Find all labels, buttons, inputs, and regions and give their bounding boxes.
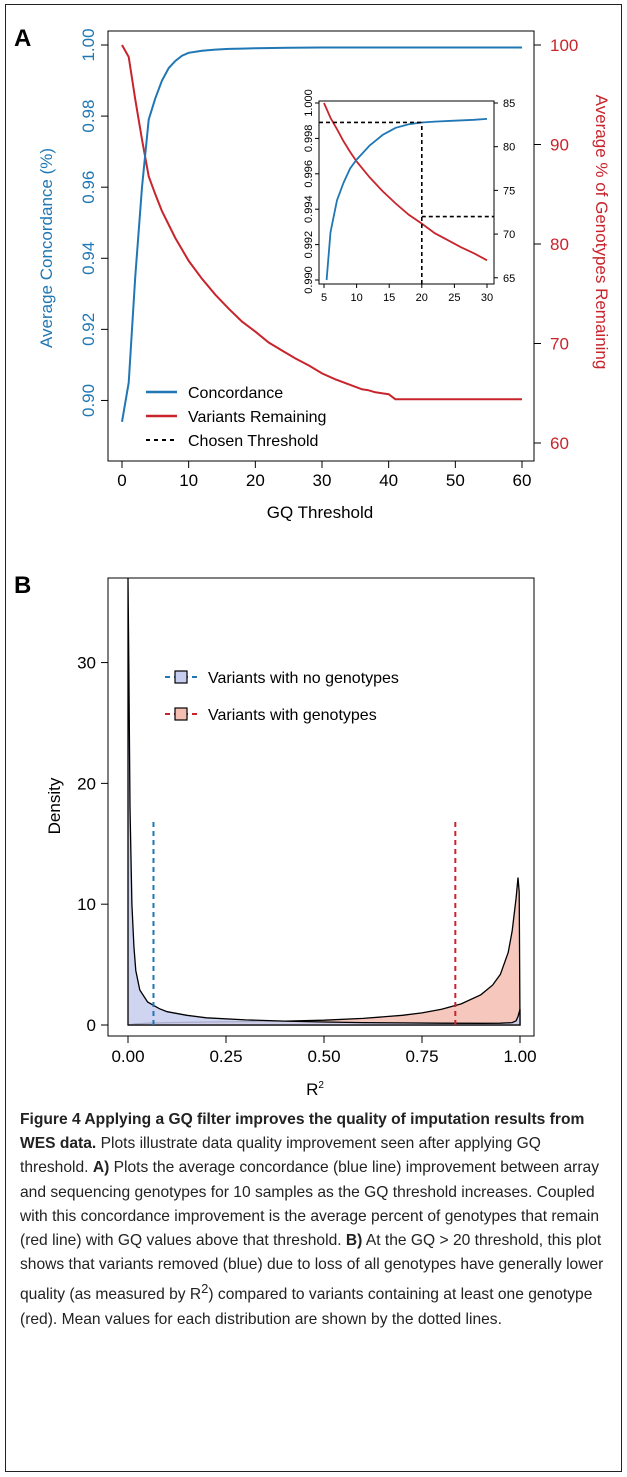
- panel-a-y2-axis-title: Average % of Genotypes Remaining: [592, 95, 611, 370]
- a-inset-y2-tick-label: 70: [503, 229, 515, 241]
- a-inset-x-tick-label: 30: [481, 292, 493, 304]
- b-x-tick-label: 1.00: [503, 1047, 536, 1066]
- figure-caption: Figure 4 Applying a GQ filter improves t…: [20, 1108, 612, 1332]
- a-inset-y-tick-label: 0.992: [303, 231, 315, 259]
- a-inset-x-tick-label: 5: [321, 292, 327, 304]
- panel-b-letter: B: [14, 572, 31, 599]
- panel-a-marks: 0 10 20 30 40 50 60 0.90 0.92 0.94 0.96 0.98 1.00 60 7…: [79, 28, 578, 490]
- panel-b-x-axis-title: R2: [306, 1080, 324, 1099]
- a-inset-x-tick-label: 20: [416, 292, 428, 304]
- a-y-tick-label: 1.00: [79, 28, 98, 61]
- a-concordance-line: [121, 46, 522, 422]
- a-y2-tick-label: 80: [550, 235, 569, 254]
- b-y-tick-label: 20: [77, 774, 96, 793]
- a-y-tick-label: 0.94: [79, 242, 98, 275]
- caption-title: Figure 4 Applying a GQ filter improves t…: [20, 1111, 585, 1153]
- b-y-tick-label: 10: [77, 895, 96, 914]
- a-inset-y2-tick-label: 75: [503, 185, 515, 197]
- a-inset-x-tick-label: 10: [350, 292, 362, 304]
- legend-no-geno-label: Variants with no genotypes: [208, 670, 399, 687]
- a-inset-y-tick-label: 0.990: [303, 266, 315, 294]
- panel-b-y-axis-title: Density: [45, 777, 64, 834]
- legend-with-geno-label: Variants with genotypes: [208, 707, 377, 724]
- b-x-tick-label: 0.75: [405, 1047, 438, 1066]
- panel-a-y-axis-title: Average Concordance (%): [37, 148, 56, 348]
- a-x-tick-label: 60: [513, 471, 532, 490]
- a-inset-x-tick-label: 25: [448, 292, 460, 304]
- a-inset-y2-tick-label: 80: [503, 142, 515, 154]
- a-inset-y2-tick-label: 65: [503, 273, 515, 285]
- caption-sentence: Plots illustrate data quality improvemen…: [20, 1135, 541, 1177]
- a-x-tick-label: 40: [379, 471, 398, 490]
- a-inset-remaining-line: [323, 102, 488, 262]
- b-with-geno-density: [127, 877, 521, 1026]
- b-x-tick-label: 0.25: [209, 1047, 242, 1066]
- figure-frame: [5, 4, 622, 1472]
- a-x-tick-label: 0: [117, 471, 126, 490]
- panel-b-legend: Variants with no genotypes Variants with…: [165, 670, 399, 724]
- figure-plots: A GQ Threshold Average Concordance (%) A…: [14, 25, 611, 1099]
- b-y-tick-label: 0: [87, 1016, 96, 1035]
- legend-remaining-label: Variants Remaining: [188, 409, 326, 426]
- panel-b-marks: 0.00 0.25 0.50 0.75 1.00 0 10 20 30: [77, 577, 537, 1066]
- panel-a-inset-marks: 5 10 15 20 25 30 0.990 0.992 0.994 0.996 0.998 1.00…: [303, 89, 515, 304]
- caption-b-text: At the GQ > 20 threshold, this plot show…: [20, 1232, 604, 1304]
- a-y-tick-label: 0.90: [79, 384, 98, 417]
- a-y2-tick-label: 90: [550, 136, 569, 155]
- panel-a-letter: A: [14, 25, 31, 52]
- a-y2-tick-label: 60: [550, 434, 569, 453]
- a-y-tick-label: 0.98: [79, 100, 98, 133]
- b-x-tick-label: 0.00: [111, 1047, 144, 1066]
- panel-a-legend: Concordance Variants Remaining Chosen Th…: [146, 385, 326, 450]
- caption-a-text: Plots the average concordance (blue line…: [20, 1159, 600, 1250]
- panel-a-x-axis-title: GQ Threshold: [267, 503, 373, 522]
- legend-concordance-label: Concordance: [188, 385, 283, 402]
- a-inset-concordance-line: [325, 118, 488, 281]
- b-x-tick-label: 0.50: [307, 1047, 340, 1066]
- caption-a-label: A): [92, 1159, 110, 1177]
- panel-a-plot-frame: [107, 30, 535, 462]
- a-inset-y-tick-label: 0.994: [303, 195, 315, 223]
- b-no-geno-density: [127, 577, 521, 1026]
- a-y-tick-label: 0.92: [79, 313, 98, 346]
- a-inset-x-tick-label: 15: [383, 292, 395, 304]
- a-x-tick-label: 20: [246, 471, 265, 490]
- legend-with-geno-swatch: [174, 707, 188, 721]
- a-inset-y-tick-label: 0.996: [303, 160, 315, 188]
- a-remaining-line: [121, 44, 522, 401]
- a-y2-tick-label: 70: [550, 335, 569, 354]
- b-y-tick-label: 30: [77, 654, 96, 673]
- panel-b-plot-frame: [107, 577, 535, 1037]
- caption-b-superscript: 2: [201, 1281, 209, 1297]
- a-inset-y2-tick-label: 85: [503, 98, 515, 110]
- legend-threshold-label: Chosen Threshold: [188, 433, 318, 450]
- caption-b-label: B): [345, 1232, 363, 1250]
- a-x-tick-label: 50: [446, 471, 465, 490]
- a-y2-tick-label: 100: [550, 36, 578, 55]
- a-x-tick-label: 30: [313, 471, 332, 490]
- a-x-tick-label: 10: [179, 471, 198, 490]
- legend-no-geno-swatch: [174, 670, 188, 684]
- caption-b-text-end: ) compared to variants containing at lea…: [20, 1286, 593, 1328]
- a-inset-y-tick-label: 1.000: [303, 89, 315, 117]
- a-y-tick-label: 0.96: [79, 171, 98, 204]
- panel-a-inset-frame: [318, 100, 495, 285]
- a-inset-y-tick-label: 0.998: [303, 125, 315, 153]
